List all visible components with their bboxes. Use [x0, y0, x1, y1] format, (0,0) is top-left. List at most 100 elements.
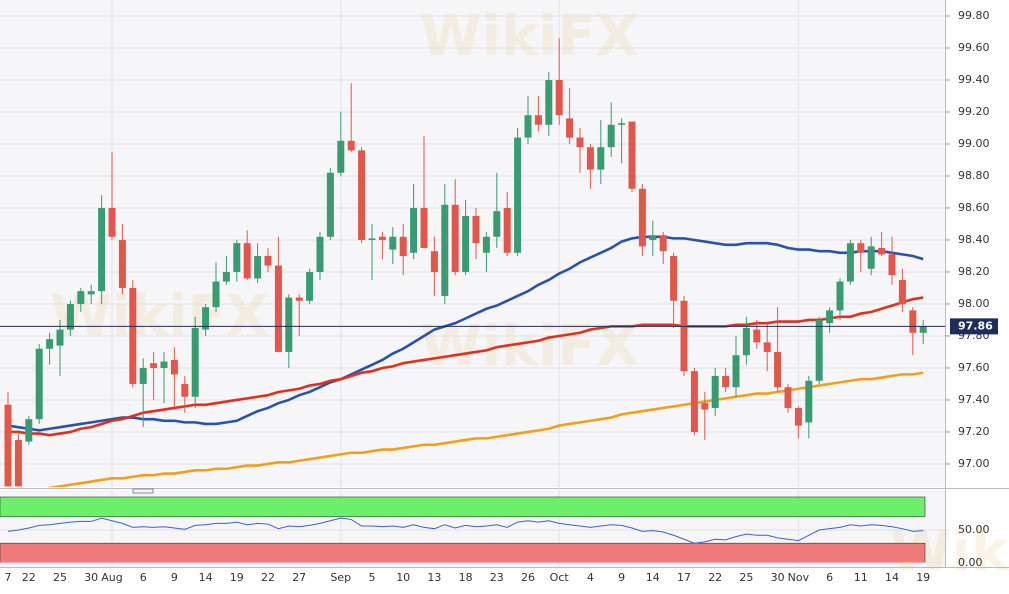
candle-body: [191, 327, 199, 397]
candle-body: [399, 236, 407, 256]
candle-body: [898, 279, 906, 304]
candle-body: [347, 140, 355, 151]
candle-body: [836, 281, 844, 311]
resize-handle[interactable]: [132, 488, 154, 494]
x-tick-label: 19: [916, 571, 930, 584]
candle-body: [410, 207, 418, 253]
candle-body: [524, 115, 532, 138]
x-tick-label: 7: [5, 571, 12, 584]
candle-body: [784, 387, 792, 408]
candle-body: [389, 236, 397, 250]
x-tick-label: Nov: [788, 571, 810, 584]
candle-body: [420, 207, 428, 248]
x-tick-label: 30: [84, 571, 98, 584]
candle-body: [618, 123, 626, 125]
x-tick-label: 22: [261, 571, 275, 584]
candle-body: [774, 351, 782, 388]
x-tick-label: 14: [646, 571, 660, 584]
watermark: WikiFX: [420, 4, 639, 69]
candle-body: [680, 300, 688, 372]
candle-body: [14, 439, 22, 487]
x-tick-label: 17: [677, 571, 691, 584]
y-tick-label: 99.40: [958, 73, 990, 86]
candle-body: [670, 255, 678, 301]
candle-body: [46, 339, 54, 349]
y-tick-label: 98.80: [958, 169, 990, 182]
x-tick-label: 14: [199, 571, 213, 584]
candle-body: [212, 281, 220, 308]
candle-body: [888, 254, 896, 276]
candle-body: [150, 363, 158, 368]
x-tick-label: 30: [771, 571, 785, 584]
candle-body: [358, 150, 366, 240]
candle-body: [846, 243, 854, 282]
x-tick-label: 13: [427, 571, 441, 584]
candle-body: [482, 236, 490, 253]
candle-body: [430, 251, 438, 272]
candle-body: [462, 215, 470, 272]
candle-body: [295, 297, 303, 301]
candle-body: [98, 207, 106, 292]
candle-body: [66, 303, 74, 330]
indicator-band: [0, 496, 926, 518]
y-tick-label: 98.00: [958, 297, 990, 310]
x-tick-label: Oct: [550, 571, 570, 584]
candle-body: [118, 239, 126, 288]
candle-body: [181, 383, 189, 397]
x-tick-label: 22: [22, 571, 36, 584]
y-tick-label: 97.20: [958, 425, 990, 438]
candle-body: [233, 243, 241, 272]
x-tick-label: 10: [396, 571, 410, 584]
candle-body: [441, 204, 449, 296]
candle-body: [170, 359, 178, 375]
candle-body: [306, 271, 314, 301]
candle-body: [753, 329, 761, 343]
candle-body: [597, 147, 605, 170]
x-tick-label: 26: [521, 571, 535, 584]
moving-average: [7, 235, 924, 432]
candle-body: [732, 355, 740, 388]
candle-body: [514, 137, 522, 253]
y-tick-label: 98.60: [958, 201, 990, 214]
candle-body: [534, 115, 542, 125]
candle-body: [566, 118, 574, 138]
candle-body: [4, 404, 12, 487]
indicator-lines: [7, 517, 924, 544]
candle-body: [493, 211, 501, 237]
y-tick-label: 0.00: [958, 556, 983, 569]
x-tick-label: 25: [53, 571, 67, 584]
y-tick-label: 98.40: [958, 233, 990, 246]
moving-average: [47, 371, 924, 487]
price-plot: [4, 38, 927, 487]
candle-body: [503, 207, 511, 253]
candle-body: [35, 348, 43, 420]
x-tick-label: 27: [292, 571, 306, 584]
candle-body: [607, 124, 615, 148]
candle-body: [129, 287, 137, 384]
candle-body: [722, 375, 730, 388]
y-tick-label: 97.60: [958, 361, 990, 374]
watermark: WikiFX: [50, 284, 269, 349]
candle-body: [25, 419, 33, 442]
candle-body: [472, 215, 480, 244]
x-tick-label: 18: [459, 571, 473, 584]
candle-body: [316, 236, 324, 272]
candle-body: [659, 235, 667, 252]
candle-body: [690, 371, 698, 432]
x-tick-label: 9: [618, 571, 625, 584]
x-tick-label: 23: [490, 571, 504, 584]
candle-body: [867, 246, 875, 269]
candle-body: [763, 342, 771, 352]
x-tick-label: 6: [826, 571, 833, 584]
indicator-line: [7, 517, 924, 544]
x-tick-label: 4: [587, 571, 594, 584]
candle-body: [638, 188, 646, 247]
candle-body: [826, 310, 834, 324]
candle-body: [108, 207, 116, 237]
y-tick-label: 99.60: [958, 41, 990, 54]
y-tick-label: 98.20: [958, 265, 990, 278]
candle-body: [742, 327, 750, 356]
candle-body: [254, 255, 262, 279]
candle-body: [87, 291, 95, 295]
